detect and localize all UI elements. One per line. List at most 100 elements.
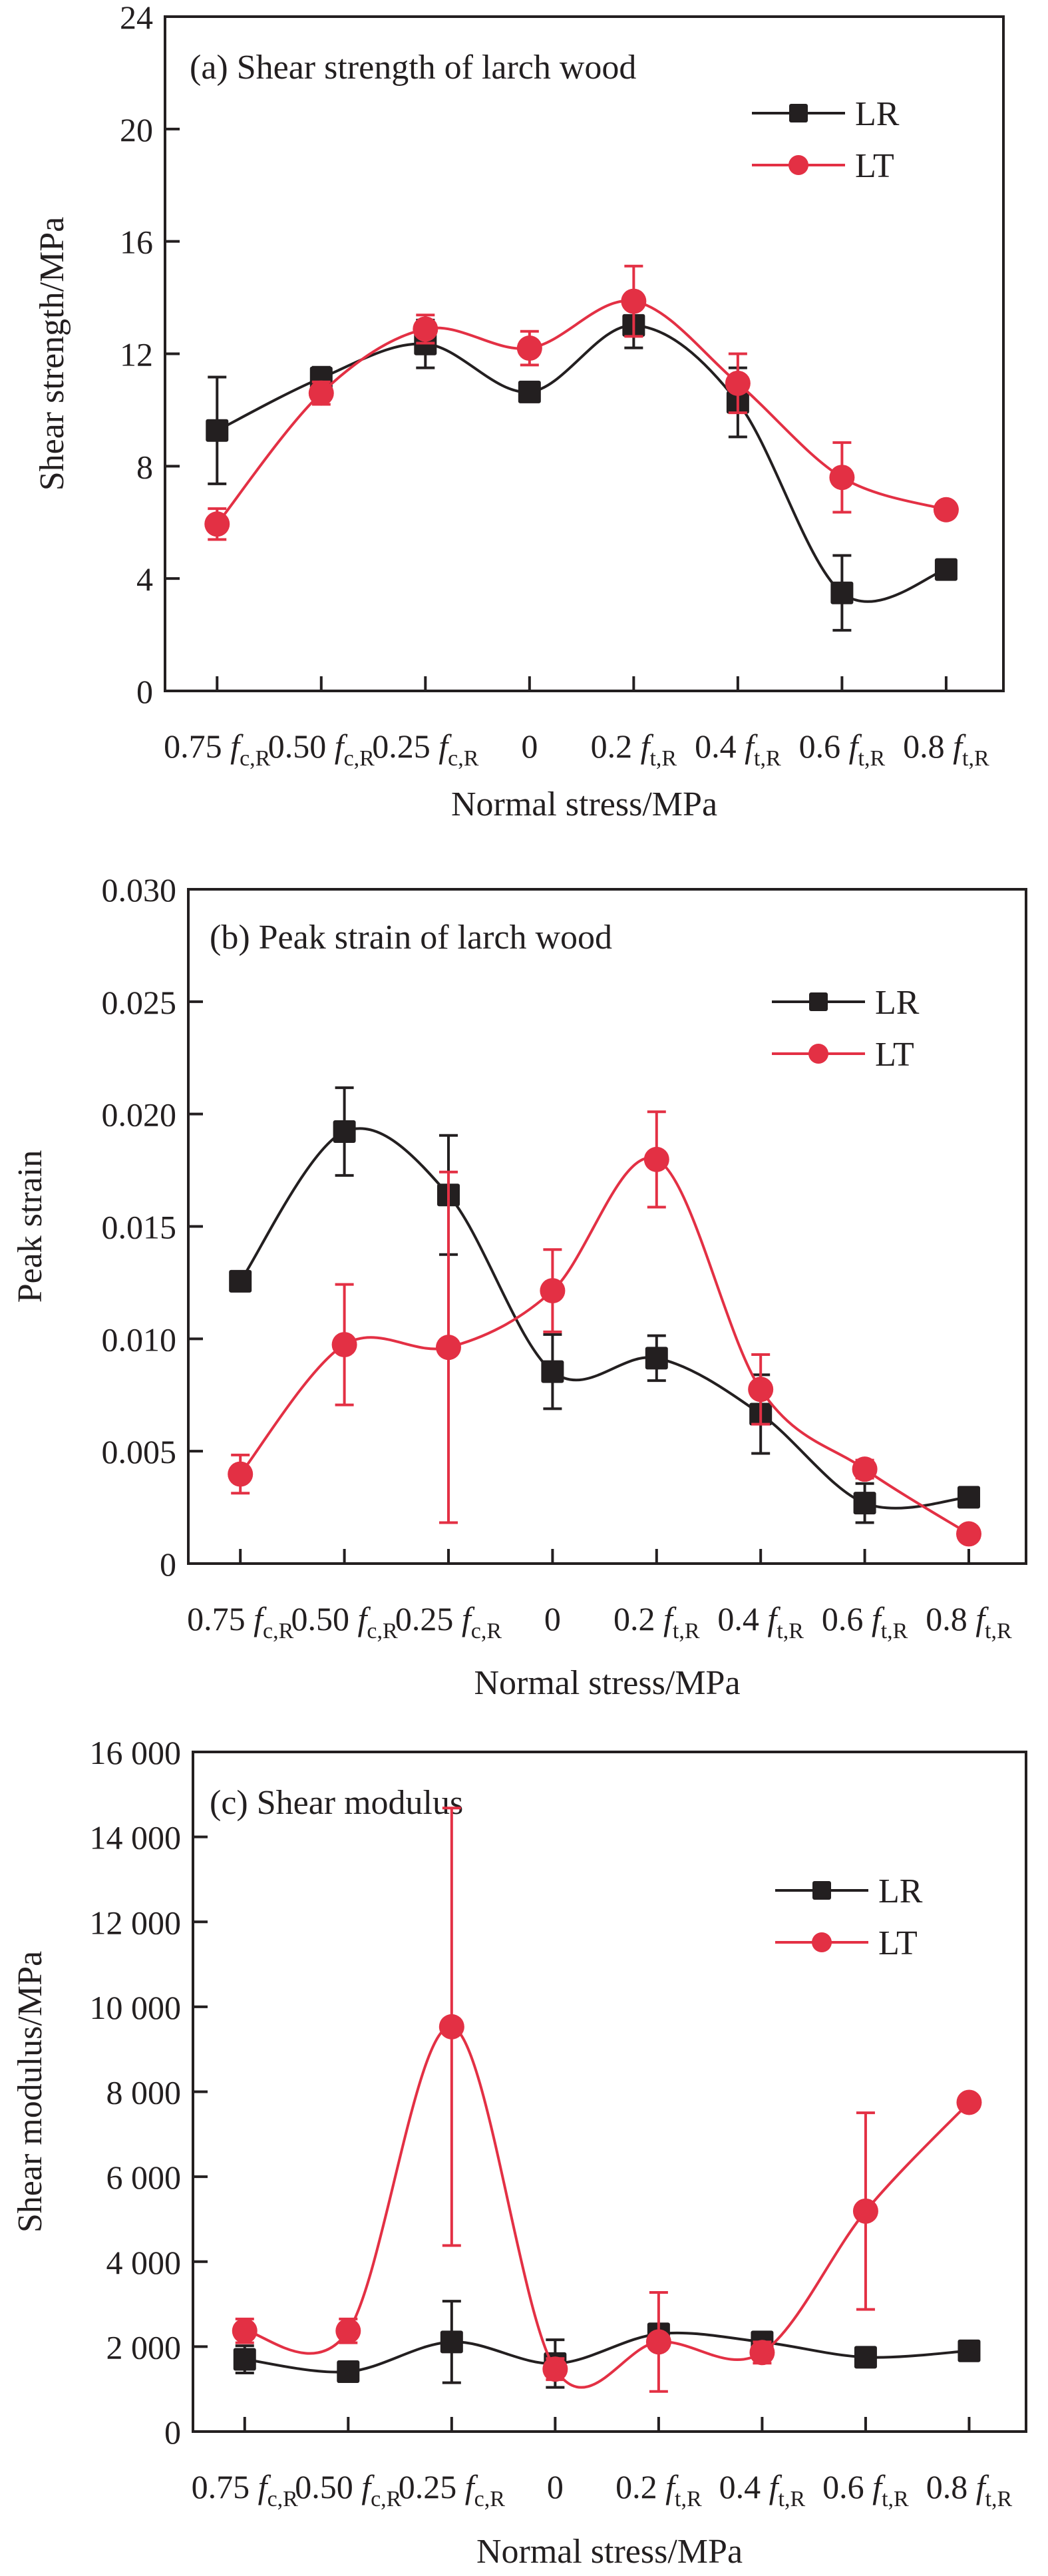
x-tick-label: 0.8 ft,R [926,2468,1013,2511]
data-point-square [337,2360,360,2384]
y-tick-label: 4 [136,560,153,598]
y-tick-label: 10 000 [90,1989,182,2026]
x-tick-label: 0.2 ft,R [615,2468,702,2511]
data-point-circle [308,380,334,406]
data-point-circle [956,2089,982,2115]
data-point-circle [829,465,855,491]
data-point-circle [413,316,438,342]
fit-curve-lt [216,299,947,525]
legend-label: LR [855,95,900,133]
data-point-square [229,1269,252,1293]
legend-marker-circle [812,1932,832,1952]
plot-frame [192,1751,1027,2433]
data-point-circle [542,2356,568,2382]
data-point-square [518,380,541,403]
y-tick-label: 0.015 [102,1209,177,1246]
data-point-circle [643,1146,669,1172]
data-point-square [853,1492,876,1515]
data-point-circle [725,370,751,396]
series-lt [204,264,959,541]
y-tick-label: 16 [120,224,153,261]
legend-item-lt: LT [775,1924,918,1962]
data-point-circle [749,2340,775,2366]
legend-marker-circle [808,1044,828,1064]
data-point-square [830,581,854,604]
data-point-circle [516,335,542,361]
legend-item-lr: LR [772,984,920,1022]
data-point-square [541,1360,564,1383]
data-point-circle [956,1521,981,1547]
x-tick-label: 0.2 ft,R [591,728,677,771]
x-tick-label: 0.75 fc,R [164,728,270,771]
y-tick-label: 0.025 [102,984,177,1021]
x-tick-label: 0.4 ft,R [695,728,781,771]
x-tick-label: 0.2 ft,R [613,1600,700,1643]
data-point-circle [748,1377,774,1402]
legend-label: LT [878,1924,918,1962]
data-point-square [206,419,229,442]
x-axis-title: Normal stress/MPa [474,1664,740,1702]
legend-label: LT [855,147,894,185]
data-point-circle [438,2014,464,2039]
x-tick-label: 0.50 fc,R [291,1600,398,1643]
chart-panel-b: 0 0.005 0.010 0.015 0.020 0.025 0.030 0.75 fc,R… [11,871,1027,1702]
legend-label: LR [875,984,920,1022]
x-axis-title: Normal stress/MPa [451,785,717,823]
y-axis-title: Peak strain [11,1150,49,1303]
chart-panel-c: 0 2 000 4 000 6 000 8 000 10 000 12 000 14 000 1… [11,1734,1027,2571]
data-point-circle [204,511,230,537]
x-tick-label: 0.25 fc,R [372,728,478,771]
legend-marker-square [789,104,808,122]
data-point-circle [852,1456,878,1482]
x-tick-label: 0.8 ft,R [926,1600,1012,1643]
y-tick-label: 0.005 [102,1433,177,1470]
legend-item-lr: LR [752,95,900,133]
y-tick-label: 0 [136,673,153,710]
legend-marker-circle [788,155,808,175]
x-tick-label: 0.75 fc,R [187,1600,293,1643]
data-point-square [333,1120,356,1144]
x-tick-label: 0.6 ft,R [799,728,886,771]
y-tick-label: 20 [120,111,153,148]
data-point-square [233,2348,256,2371]
x-tick-label: 0.50 fc,R [268,728,375,771]
x-tick-label: 0 [544,1600,561,1637]
y-tick-label: 8 000 [106,2074,182,2111]
x-tick-label: 0.8 ft,R [903,728,989,771]
data-point-square [958,2339,981,2362]
y-tick-label: 0 [164,2414,181,2451]
x-tick-label: 0.6 ft,R [822,2468,909,2511]
y-tick-label: 0.010 [102,1321,177,1358]
y-tick-label: 0.030 [102,871,177,909]
data-point-circle [852,2198,878,2224]
series-lr [229,1086,980,1524]
x-tick-label: 0.75 fc,R [192,2468,298,2511]
x-tick-label: 0.25 fc,R [399,2468,505,2511]
legend-label: LT [875,1036,914,1074]
x-tick-label: 0 [521,728,538,765]
fit-curve-lr [216,323,947,603]
data-point-square [645,1347,668,1370]
y-axis-title: Shear modulus/MPa [11,1951,49,2233]
x-tick-label: 0.6 ft,R [822,1600,908,1643]
y-axis-title: Shear strength/MPa [33,217,71,491]
fit-curve-lt [239,1156,970,1536]
data-point-circle [645,2329,671,2355]
series-lt [228,1110,981,1547]
y-tick-label: 6 000 [106,2159,182,2196]
data-point-circle [232,2318,258,2344]
x-tick-label: 0 [547,2468,564,2505]
y-tick-label: 0.020 [102,1096,177,1134]
data-point-circle [540,1278,566,1304]
x-tick-label: 0.50 fc,R [295,2468,401,2511]
chart-title: (b) Peak strain of larch wood [210,919,612,957]
fit-curve-lr [244,2331,969,2374]
y-tick-label: 2 000 [106,2328,182,2366]
y-tick-label: 14 000 [90,1819,182,1856]
y-tick-label: 0 [160,1546,176,1583]
x-tick-label: 0.25 fc,R [395,1600,502,1643]
legend-label: LR [878,1872,923,1910]
data-point-circle [621,288,647,314]
legend-marker-square [812,1881,831,1900]
data-point-square [957,1486,980,1509]
